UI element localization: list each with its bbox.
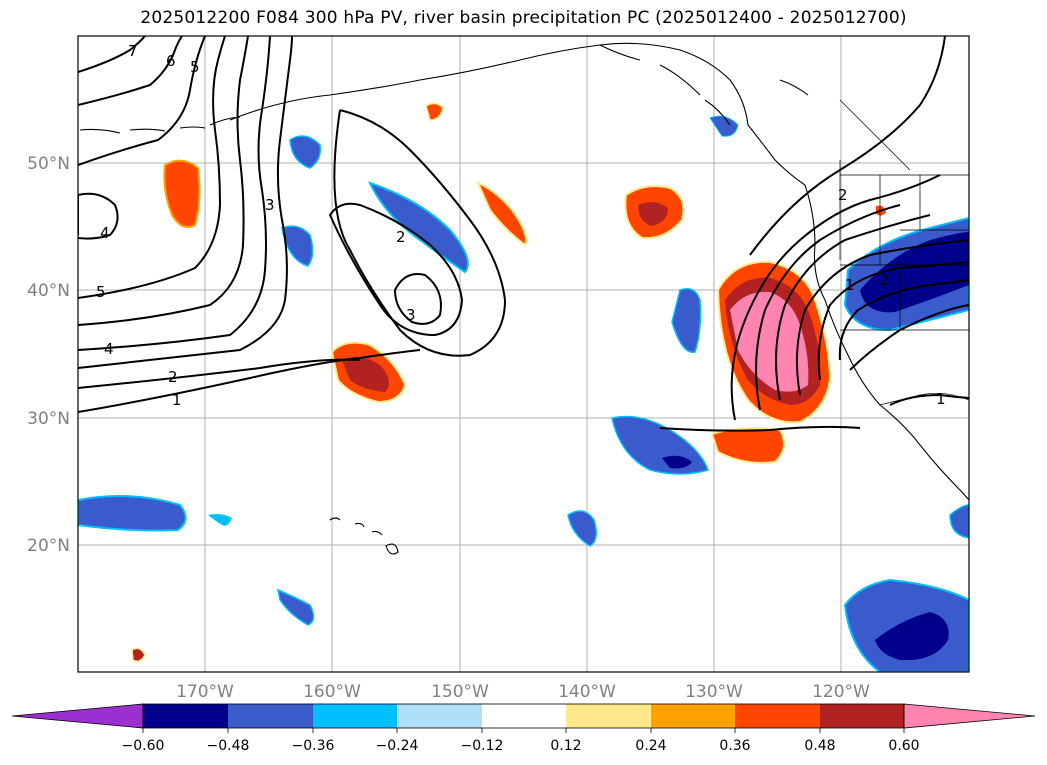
contour-label: 1 [845, 276, 855, 294]
contour-label: 3 [406, 306, 416, 324]
lon-label: 170°W [176, 682, 234, 702]
colorbar-outline [142, 703, 905, 729]
colorbar-tick-label: −0.12 [461, 738, 504, 754]
contour-label: 3 [265, 196, 275, 214]
colorbar-tick-label: −0.48 [207, 738, 250, 754]
contour-label: 4 [100, 224, 110, 242]
colorbar-tick-label: 0.12 [550, 738, 581, 754]
contour-label: 4 [104, 340, 114, 358]
lon-label: 160°W [303, 682, 361, 702]
longitude-labels: 170°W 160°W 150°W 140°W 130°W 120°W [176, 682, 870, 702]
pv-contours [78, 36, 969, 432]
lon-label: 150°W [431, 682, 489, 702]
colorbar-tick-label: 0.60 [888, 738, 919, 754]
contour-label: 2 [880, 271, 890, 289]
colorbar: −0.60 −0.48 −0.36 −0.24 −0.12 0.12 0.24 … [11, 703, 1036, 754]
latitude-labels: 50°N 40°N 30°N 20°N [27, 154, 70, 556]
colorbar-tick-label: −0.60 [122, 738, 165, 754]
colorbar-tick-label: 0.36 [719, 738, 750, 754]
colorbar-segment [228, 704, 313, 728]
negative-precip-regions [78, 115, 969, 672]
contour-label: 5 [190, 58, 200, 76]
colorbar-segment [566, 704, 651, 728]
colorbar-segment [651, 704, 735, 728]
colorbar-tick-label: −0.36 [292, 738, 335, 754]
lat-label: 40°N [27, 281, 70, 301]
political-borders [839, 99, 969, 406]
lat-label: 50°N [27, 154, 70, 174]
colorbar-segment [735, 704, 820, 728]
map-title: 2025012200 F084 300 hPa PV, river basin … [140, 8, 907, 28]
contour-labels: 7 6 5 3 4 5 4 2 1 2 3 2 1 1 2 [96, 42, 946, 409]
contour-label: 2 [168, 368, 178, 386]
contour-label: 1 [936, 390, 946, 408]
contour-label: 5 [96, 283, 106, 301]
contour-label: 1 [172, 391, 182, 409]
colorbar-segment [143, 704, 228, 728]
contour-label: 2 [396, 228, 406, 246]
colorbar-tick-label: 0.48 [804, 738, 835, 754]
colorbar-tick-label: −0.24 [376, 738, 419, 754]
contour-label: 2 [838, 186, 848, 204]
colorbar-segment [397, 704, 482, 728]
map-frame [77, 35, 970, 673]
colorbar-segment [313, 704, 397, 728]
coastlines [79, 42, 969, 555]
contour-label: 7 [128, 42, 138, 60]
colorbar-segment [820, 704, 904, 728]
lat-label: 30°N [27, 409, 70, 429]
colorbar-over-extend [903, 703, 1036, 729]
colorbar-tick-label: 0.24 [635, 738, 666, 754]
colorbar-segment [482, 704, 566, 728]
lat-label: 20°N [27, 536, 70, 556]
contour-label: 6 [166, 52, 176, 70]
lon-label: 140°W [558, 682, 616, 702]
lon-label: 120°W [812, 682, 870, 702]
lon-label: 130°W [685, 682, 743, 702]
colorbar-under-extend [11, 703, 144, 729]
